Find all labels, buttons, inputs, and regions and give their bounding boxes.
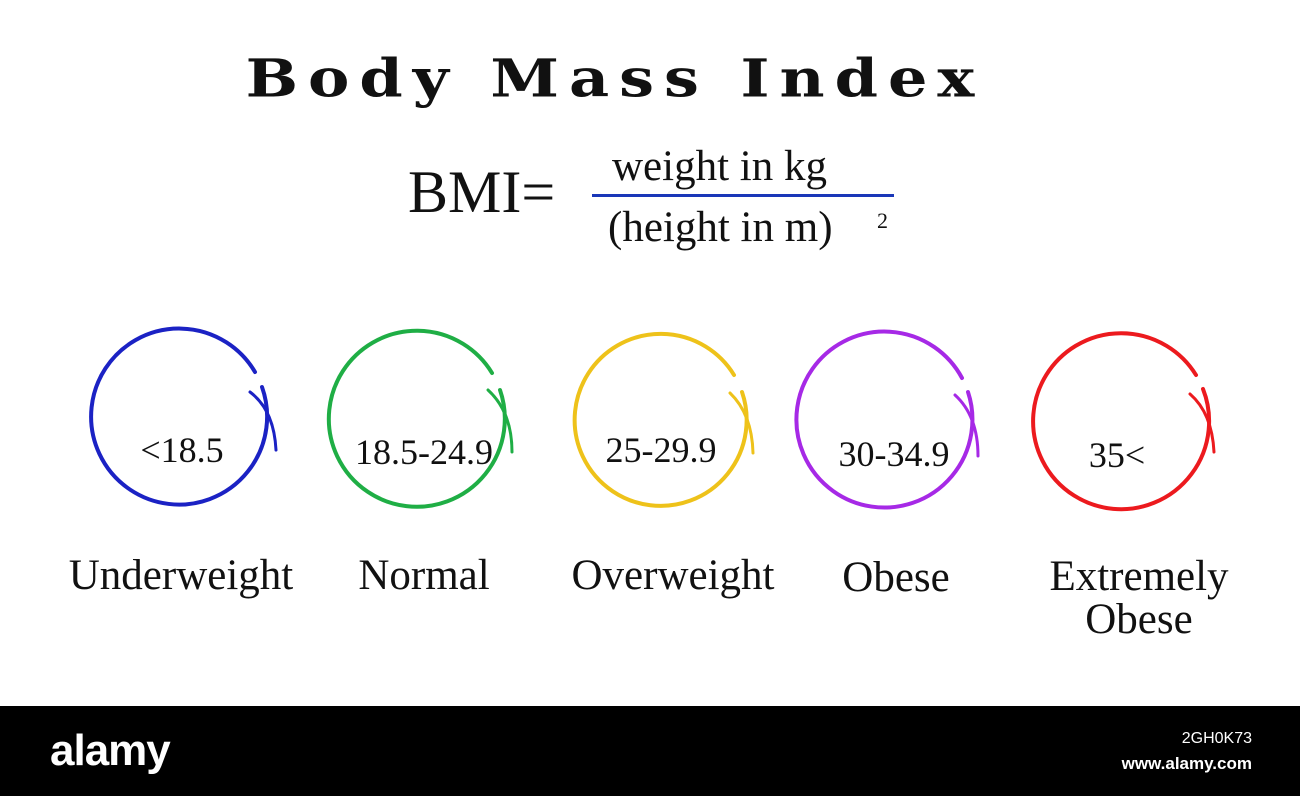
formula-exponent: 2 [877,208,888,233]
label-extremely-obese-line2: Obese [1085,596,1193,643]
watermark-image-id: 2GH0K73 [1181,730,1252,747]
range-overweight: 25-29.9 [605,430,717,470]
watermark-site: www.alamy.com [1121,754,1252,773]
label-extremely-obese-line1: Extremely [1049,553,1229,600]
label-overweight: Overweight [571,552,775,599]
page-title: Body Mass Index [245,48,985,110]
circle-overweight [572,331,755,508]
circle-normal [326,328,514,509]
range-normal: 18.5-24.9 [355,432,493,472]
fraction-bar [592,194,894,197]
watermark-logo: alamy [50,726,171,775]
formula-denominator: (height in m) [608,204,833,251]
label-extremely-obese: Extremely Obese [1049,555,1228,641]
range-underweight: <18.5 [140,430,224,470]
formula-numerator: weight in kg [612,143,827,190]
label-underweight: Underweight [68,552,294,599]
circle-extremely-obese [1031,331,1216,512]
label-normal: Normal [358,552,490,599]
circle-underweight [89,326,278,507]
circle-obese [794,329,980,510]
watermark-bar: alamy 2GH0K73 www.alamy.com [0,706,1300,796]
range-obese: 30-34.9 [838,434,950,474]
category-circles [89,326,1216,512]
label-obese: Obese [842,554,950,601]
range-extremely-obese: 35< [1088,435,1146,475]
formula-lhs: BMI= [408,159,556,225]
